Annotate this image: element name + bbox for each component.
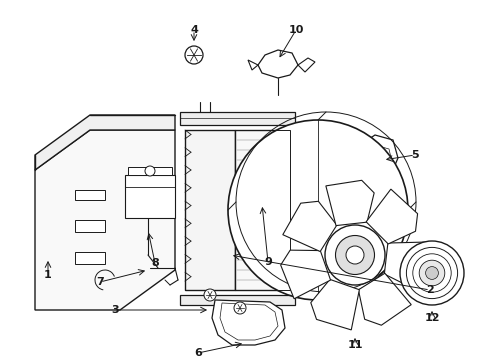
Text: 7: 7: [96, 277, 104, 287]
Text: 9: 9: [264, 257, 272, 267]
Polygon shape: [212, 300, 285, 345]
Text: 8: 8: [151, 258, 159, 268]
Text: 4: 4: [190, 25, 198, 35]
Polygon shape: [35, 130, 175, 310]
Circle shape: [336, 235, 374, 274]
Polygon shape: [283, 201, 337, 252]
Circle shape: [400, 241, 464, 305]
Polygon shape: [125, 175, 175, 218]
Polygon shape: [355, 135, 398, 178]
Circle shape: [426, 267, 439, 279]
Text: 1: 1: [44, 270, 52, 280]
Circle shape: [185, 46, 203, 64]
Circle shape: [145, 166, 155, 176]
Circle shape: [228, 120, 408, 300]
Circle shape: [413, 254, 451, 292]
Circle shape: [325, 225, 385, 285]
Polygon shape: [35, 115, 175, 170]
Circle shape: [419, 260, 445, 286]
Polygon shape: [298, 58, 315, 72]
Circle shape: [346, 246, 364, 264]
Polygon shape: [75, 190, 105, 200]
Polygon shape: [311, 279, 359, 330]
Polygon shape: [180, 295, 295, 305]
Polygon shape: [180, 112, 295, 125]
Polygon shape: [366, 189, 417, 244]
Polygon shape: [281, 250, 331, 299]
Polygon shape: [128, 167, 172, 175]
Polygon shape: [235, 130, 290, 290]
Circle shape: [256, 192, 266, 202]
Text: 10: 10: [288, 25, 304, 35]
Polygon shape: [326, 180, 374, 226]
Polygon shape: [258, 50, 298, 78]
Polygon shape: [75, 220, 105, 232]
Polygon shape: [250, 187, 272, 207]
Text: 3: 3: [111, 305, 119, 315]
Polygon shape: [185, 130, 235, 290]
Text: 2: 2: [426, 285, 434, 295]
Circle shape: [204, 289, 216, 301]
Polygon shape: [75, 252, 105, 264]
Circle shape: [234, 302, 246, 314]
Text: 5: 5: [411, 150, 419, 160]
Polygon shape: [384, 242, 429, 288]
Text: 12: 12: [424, 313, 440, 323]
Polygon shape: [248, 60, 258, 70]
Circle shape: [406, 247, 458, 298]
Text: 6: 6: [194, 348, 202, 358]
Polygon shape: [358, 273, 411, 325]
Text: 11: 11: [347, 340, 363, 350]
